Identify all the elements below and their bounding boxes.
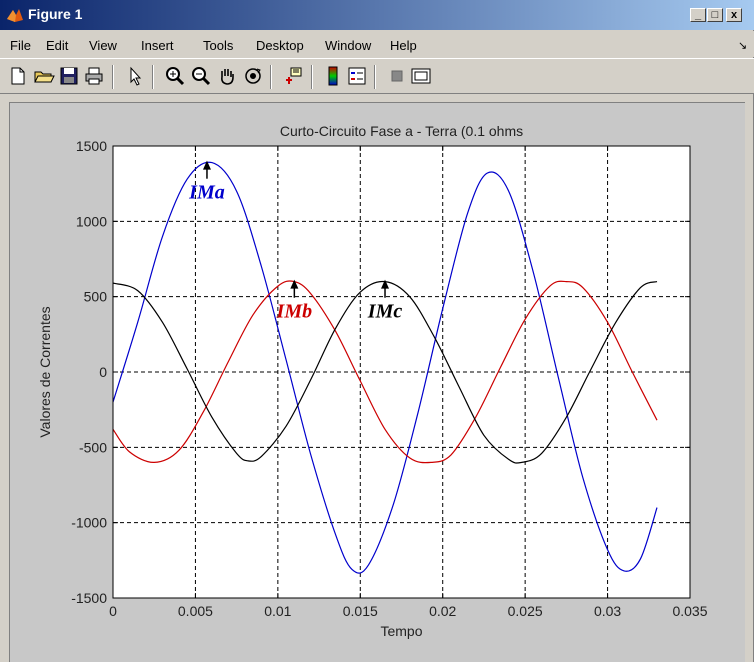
annotation-arrowhead [290, 279, 299, 289]
x-tick-label: 0.015 [343, 603, 378, 619]
menu-desktop[interactable]: Desktop [256, 38, 304, 53]
colorbar-icon[interactable] [322, 65, 344, 87]
close-button[interactable]: x [726, 8, 742, 22]
x-tick-label: 0 [109, 603, 117, 619]
grid [113, 146, 690, 598]
y-tick-label: 1500 [76, 138, 107, 154]
toolbar-separator [270, 65, 272, 89]
menu-insert[interactable]: Insert [141, 38, 174, 53]
x-tick-label: 0.03 [594, 603, 621, 619]
y-tick-label: -500 [79, 439, 107, 455]
y-tick-label: 1000 [76, 213, 107, 229]
x-axis-label: Tempo [380, 623, 422, 639]
zoom-out-icon[interactable] [190, 65, 212, 87]
print-icon[interactable] [83, 65, 105, 87]
menu-view[interactable]: View [89, 38, 117, 53]
select-arrow-icon[interactable] [124, 65, 146, 87]
annotation-label: IMc [367, 301, 403, 323]
figure-canvas: 0 0.005 0.01 0.015 0.02 0.025 0.03 0.035 -1500 -1… [9, 102, 745, 662]
x-tick-label: 0.005 [178, 603, 213, 619]
y-tick-label: 0 [99, 364, 107, 380]
x-tick-label: 0.025 [508, 603, 543, 619]
title-bar[interactable]: Figure 1 _ □ x [0, 0, 754, 30]
open-folder-icon[interactable] [33, 65, 55, 87]
menu-edit[interactable]: Edit [46, 38, 69, 53]
new-file-icon[interactable] [7, 65, 29, 87]
menu-file[interactable]: File [10, 38, 31, 53]
chart-title: Curto-Circuito Fase a - Terra (0.1 ohms [280, 123, 523, 139]
legend-icon[interactable] [346, 65, 368, 87]
menu-window[interactable]: Window [325, 38, 372, 53]
x-tick-label: 0.035 [672, 603, 707, 619]
annotation-arrowhead [381, 279, 390, 289]
pan-hand-icon[interactable] [216, 65, 238, 87]
toolbar-separator [112, 65, 114, 89]
show-plot-tools-icon[interactable] [410, 65, 432, 87]
menu-bar: File Edit View Insert Tools Desktop Wind… [0, 31, 754, 57]
rotate-3d-icon[interactable] [242, 65, 264, 87]
save-icon[interactable] [58, 65, 80, 87]
matlab-logo-icon [7, 9, 23, 22]
menu-tools[interactable]: Tools [203, 38, 234, 53]
annotation-arrowhead [202, 160, 211, 170]
annotation-label: IMb [276, 301, 313, 323]
figure-toolbar [0, 58, 754, 94]
data-cursor-icon[interactable] [283, 65, 305, 87]
toolbar-separator [152, 65, 154, 89]
hide-plot-tools-icon[interactable] [386, 65, 408, 87]
menu-help[interactable]: Help [390, 38, 417, 53]
maximize-button[interactable]: □ [707, 8, 723, 22]
toolbar-separator [374, 65, 376, 89]
series-line-0 [112, 161, 658, 574]
y-tick-label: -1500 [71, 590, 107, 606]
menu-overflow-arrow-icon[interactable]: ↘ [738, 40, 748, 52]
ticks: 0 0.005 0.01 0.015 0.02 0.025 0.03 0.035 -1500 -1… [71, 138, 708, 619]
y-tick-label: -1000 [71, 515, 107, 531]
y-axis-label: Valores de Correntes [37, 306, 53, 437]
x-tick-label: 0.01 [264, 603, 291, 619]
plot-area: 0 0.005 0.01 0.015 0.02 0.025 0.03 0.035 -1500 -1… [37, 123, 708, 639]
series-line-1 [112, 280, 658, 464]
annotations: IMa IMb IMc [188, 160, 403, 323]
window-title: Figure 1 [28, 6, 83, 22]
annotation-label: IMa [188, 182, 225, 204]
zoom-in-icon[interactable] [164, 65, 186, 87]
y-tick-label: 500 [84, 289, 108, 305]
minimize-button[interactable]: _ [690, 8, 706, 22]
toolbar-separator [311, 65, 313, 89]
x-tick-label: 0.02 [429, 603, 456, 619]
